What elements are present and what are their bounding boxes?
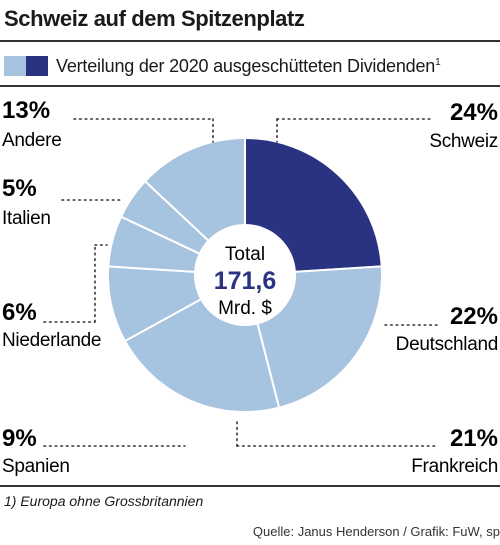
category-label-frankreich: Frankreich bbox=[411, 456, 498, 477]
value-label-spanien: 9% bbox=[2, 425, 37, 452]
slice-deutschland bbox=[256, 265, 383, 409]
title-rule bbox=[0, 40, 500, 42]
category-label-andere: Andere bbox=[2, 130, 61, 151]
footnote: 1) Europa ohne Grossbritannien bbox=[4, 493, 204, 509]
donut-chart: 24% Schweiz 22% Deutschland 21% Frankreich 9% S… bbox=[2, 97, 498, 477]
value-label-deutschland: 22% bbox=[450, 303, 498, 330]
value-label-schweiz: 24% bbox=[450, 99, 498, 126]
value-label-italien: 5% bbox=[2, 175, 37, 202]
category-label-schweiz: Schweiz bbox=[429, 131, 498, 152]
slice-frankreich bbox=[123, 297, 281, 413]
value-label-andere: 13% bbox=[2, 97, 50, 124]
category-label-italien: Italien bbox=[2, 208, 51, 229]
slice-schweiz bbox=[244, 136, 383, 273]
center-total-unit: Mrd. $ bbox=[218, 298, 272, 319]
value-label-niederlande: 6% bbox=[2, 299, 37, 326]
value-label-frankreich: 21% bbox=[450, 425, 498, 452]
legend-swatch-highlight bbox=[26, 56, 48, 76]
category-label-spanien: Spanien bbox=[2, 456, 70, 477]
category-label-niederlande: Niederlande bbox=[2, 330, 101, 351]
center-total-label: Total bbox=[225, 244, 265, 265]
slice-andere bbox=[143, 136, 246, 243]
chart-title: Schweiz auf dem Spitzenplatz bbox=[4, 6, 305, 31]
legend-swatch-base bbox=[4, 56, 26, 76]
legend-label: Verteilung der 2020 ausgeschütteten Divi… bbox=[56, 55, 441, 76]
legend: Verteilung der 2020 ausgeschütteten Divi… bbox=[4, 55, 441, 77]
center-total-value: 171,6 bbox=[214, 267, 277, 295]
source-credit: Quelle: Janus Henderson / Grafik: FuW, s… bbox=[252, 524, 500, 539]
legend-rule bbox=[0, 85, 500, 87]
category-label-deutschland: Deutschland bbox=[396, 334, 498, 355]
bottom-rule bbox=[0, 485, 500, 487]
